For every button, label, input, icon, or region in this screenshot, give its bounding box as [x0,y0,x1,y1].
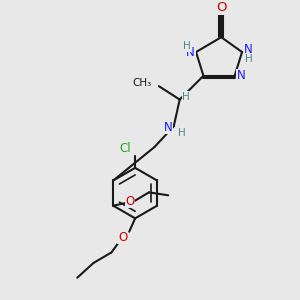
Text: O: O [216,1,226,14]
Text: N: N [244,43,253,56]
Text: O: O [118,230,127,244]
Text: Cl: Cl [120,142,131,155]
Text: O: O [126,195,135,208]
Text: H: H [178,128,186,138]
Text: H: H [183,41,190,51]
Text: N: N [186,46,195,59]
Text: N: N [237,69,245,82]
Text: N: N [164,121,172,134]
Text: H: H [245,54,253,64]
Text: CH₃: CH₃ [132,78,152,88]
Text: H: H [182,92,190,102]
